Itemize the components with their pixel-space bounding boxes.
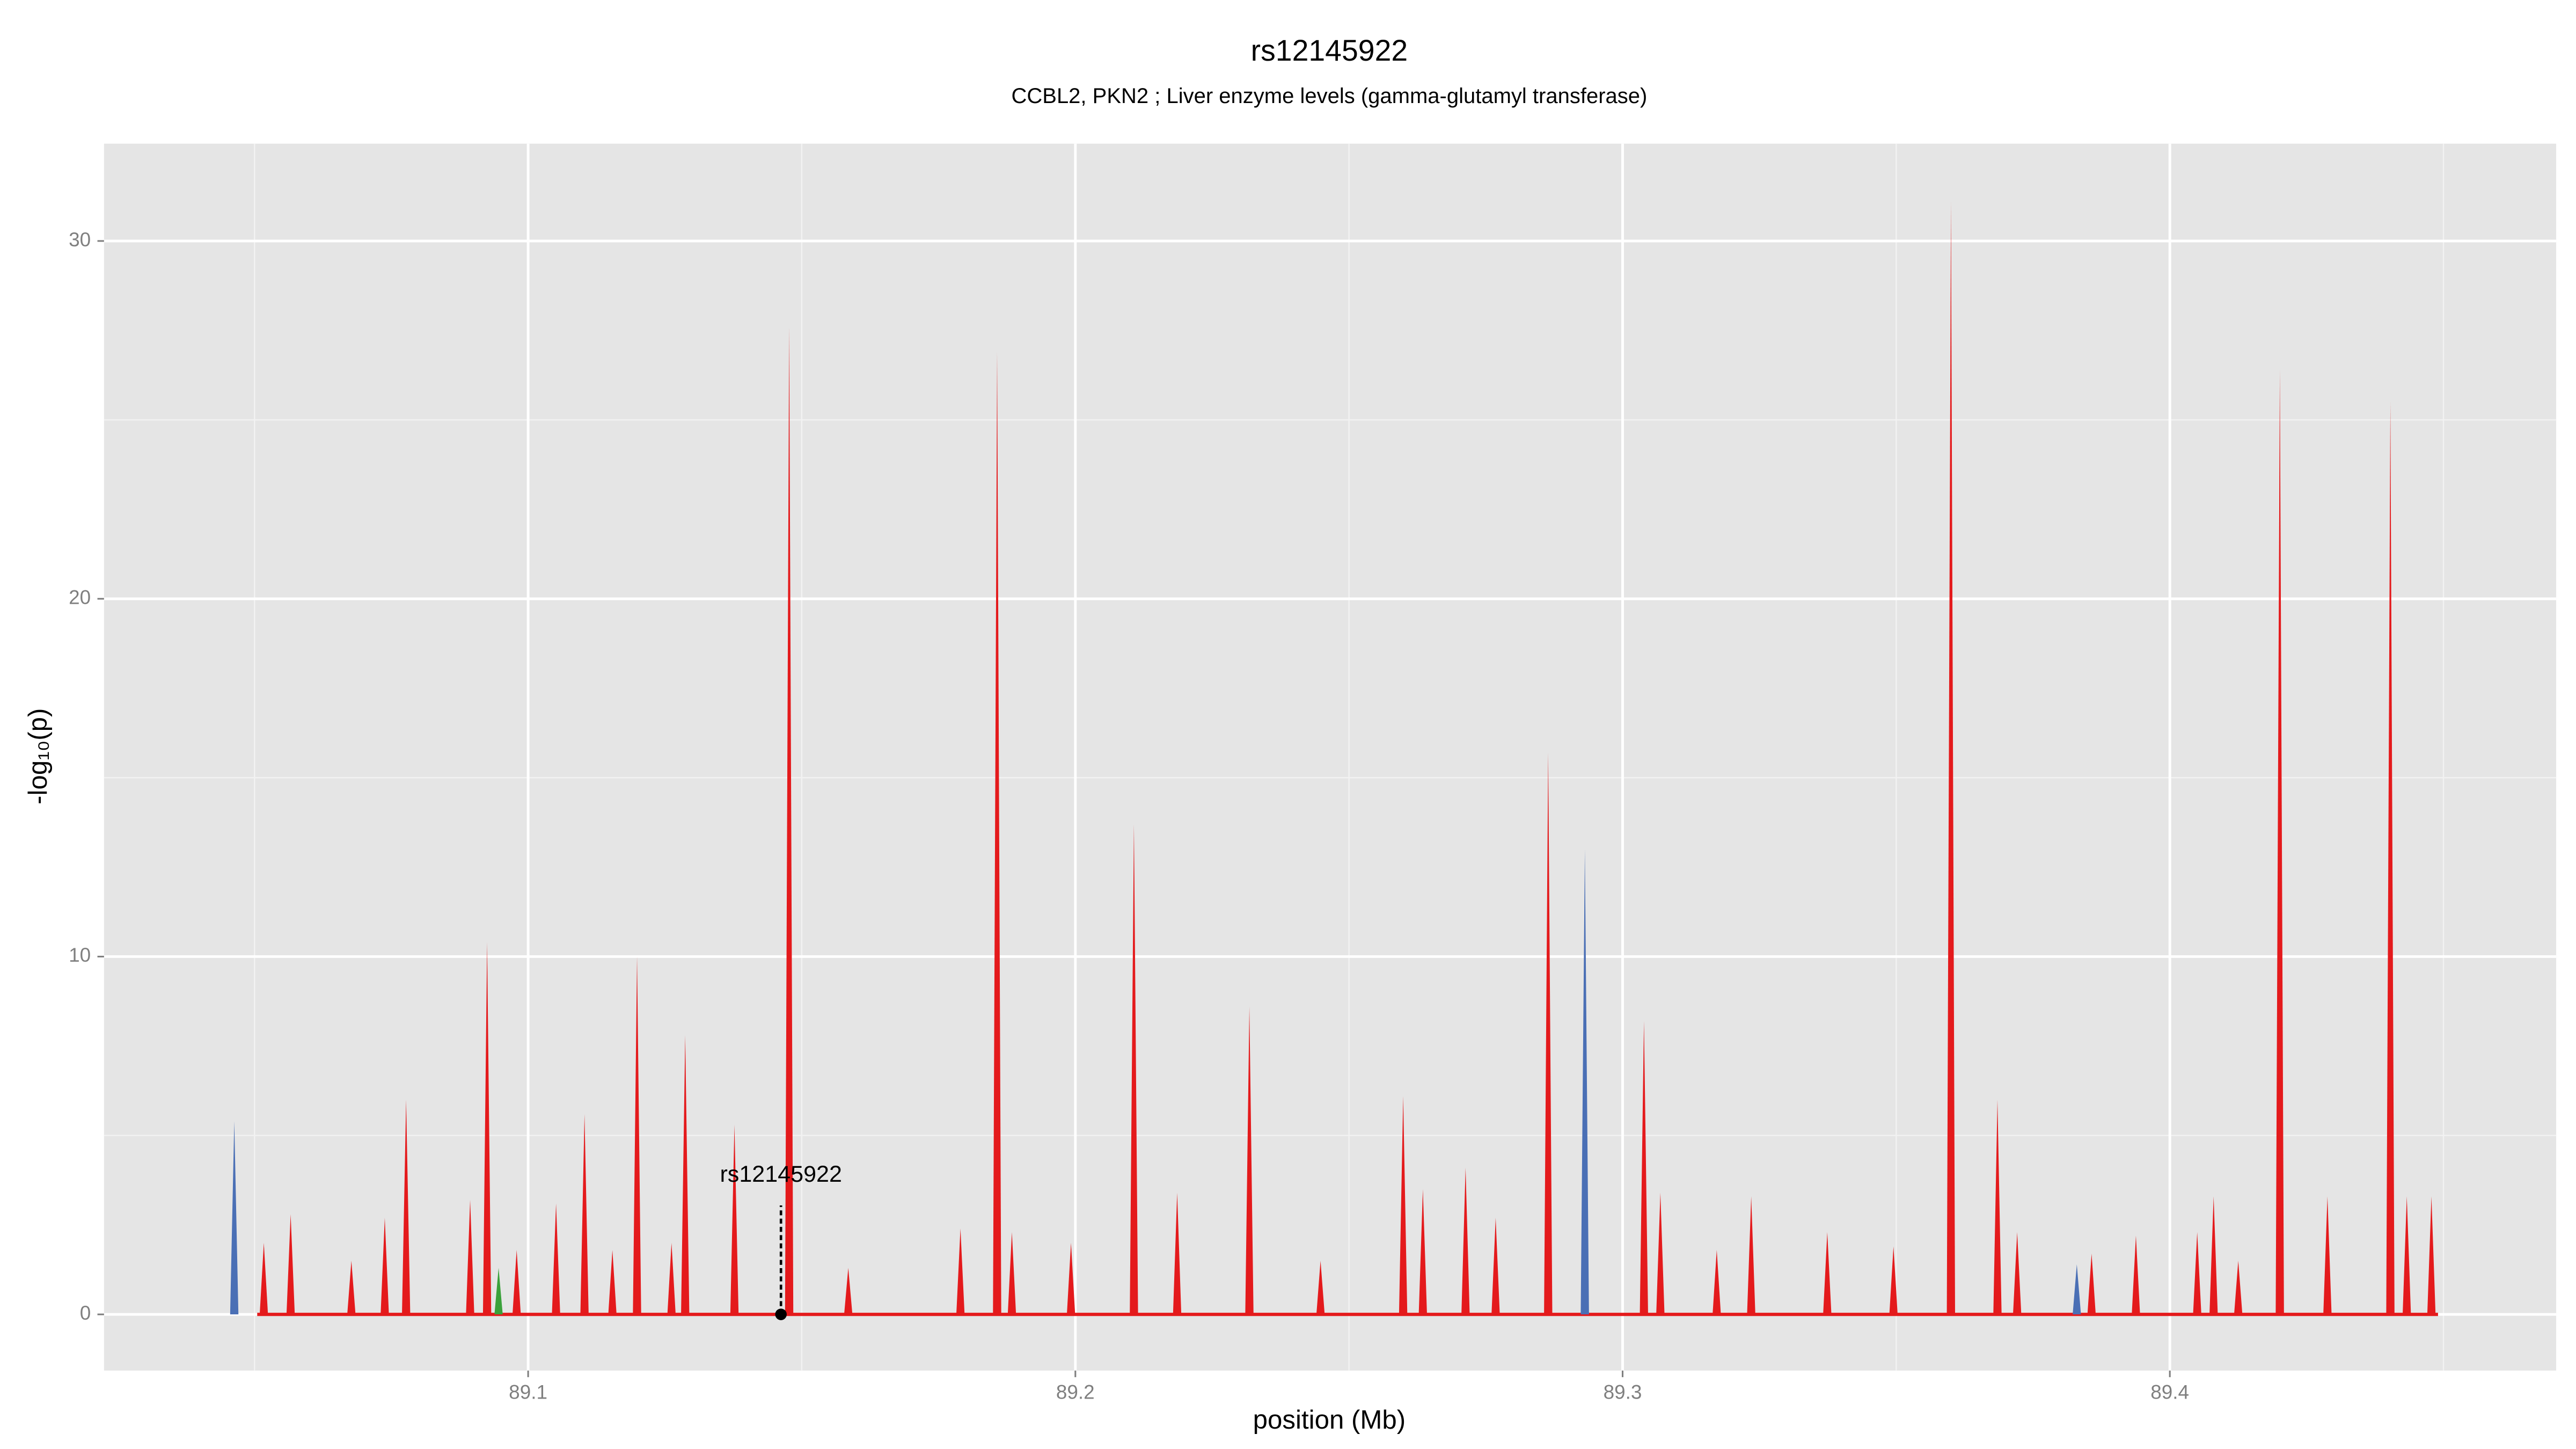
spike <box>347 1261 356 1315</box>
chart-subtitle: CCBL2, PKN2 ; Liver enzyme levels (gamma… <box>1011 84 1647 108</box>
spike <box>1823 1232 1832 1315</box>
spike <box>1656 1192 1665 1315</box>
spike <box>844 1268 853 1315</box>
spike <box>956 1228 965 1315</box>
spike <box>1399 1096 1408 1315</box>
spike <box>633 956 641 1315</box>
y-tick-label: 0 <box>80 1302 91 1324</box>
spike <box>1245 1006 1254 1315</box>
spike <box>482 942 492 1315</box>
spike <box>785 327 794 1315</box>
spike <box>402 1100 411 1315</box>
spike <box>608 1250 617 1315</box>
spike <box>2323 1196 2332 1315</box>
spike <box>580 1114 589 1315</box>
spike <box>1747 1196 1755 1315</box>
spike <box>1316 1261 1325 1315</box>
spike <box>1889 1246 1898 1315</box>
y-axis-label: -log₁₀(p) <box>23 708 53 804</box>
annotation-label: rs12145922 <box>720 1161 841 1187</box>
spike <box>286 1214 295 1315</box>
spike <box>380 1218 389 1315</box>
spike <box>730 1124 739 1315</box>
spike <box>2427 1196 2436 1315</box>
spike <box>667 1242 676 1315</box>
chart-title: rs12145922 <box>1251 34 1408 67</box>
spike <box>552 1203 560 1315</box>
spike <box>2234 1261 2243 1315</box>
spike <box>2193 1232 2201 1315</box>
spike <box>2132 1235 2140 1315</box>
annotation-point <box>775 1308 787 1320</box>
spike <box>1173 1192 1182 1315</box>
spike <box>1491 1218 1500 1315</box>
spike <box>2073 1264 2081 1315</box>
x-tick-label: 89.3 <box>1604 1381 1642 1403</box>
spike <box>1544 752 1553 1315</box>
spike <box>2209 1196 2218 1315</box>
spike <box>1993 1100 2002 1315</box>
spike <box>2012 1232 2022 1315</box>
x-tick-label: 89.2 <box>1056 1381 1095 1403</box>
spike <box>1130 824 1138 1315</box>
spike <box>993 352 1001 1315</box>
spike <box>513 1250 521 1315</box>
x-tick-label: 89.4 <box>2150 1381 2189 1403</box>
spike <box>2386 402 2395 1315</box>
spike <box>2403 1196 2411 1315</box>
y-tick-label: 20 <box>69 586 91 608</box>
spike <box>2275 370 2284 1315</box>
spike <box>1640 1021 1648 1315</box>
spike <box>681 1035 690 1315</box>
spike <box>1066 1242 1075 1315</box>
spike <box>1580 849 1589 1315</box>
plot-panel <box>104 143 2557 1371</box>
x-tick-label: 89.1 <box>509 1381 547 1403</box>
y-tick-label: 30 <box>69 229 91 251</box>
spike <box>1461 1167 1470 1315</box>
spike <box>1713 1250 1721 1315</box>
y-tick-label: 10 <box>69 944 91 966</box>
x-axis-label: position (Mb) <box>1253 1405 1406 1435</box>
spike <box>230 1121 239 1315</box>
spike <box>466 1199 474 1315</box>
spike <box>494 1268 503 1315</box>
spike <box>1946 201 1955 1315</box>
spike <box>1007 1232 1016 1315</box>
spike <box>1418 1189 1427 1315</box>
spike <box>2087 1253 2096 1315</box>
spike <box>259 1242 268 1315</box>
